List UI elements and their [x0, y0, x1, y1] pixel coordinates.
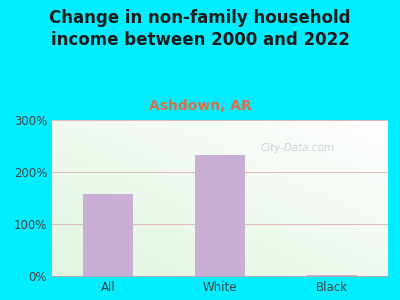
Text: Change in non-family household
income between 2000 and 2022: Change in non-family household income be… [49, 9, 351, 49]
Bar [195, 155, 245, 276]
Text: Ashdown, AR: Ashdown, AR [149, 99, 251, 113]
Text: City-Data.com: City-Data.com [260, 143, 334, 153]
Bar [83, 194, 133, 276]
Bar [307, 275, 357, 276]
